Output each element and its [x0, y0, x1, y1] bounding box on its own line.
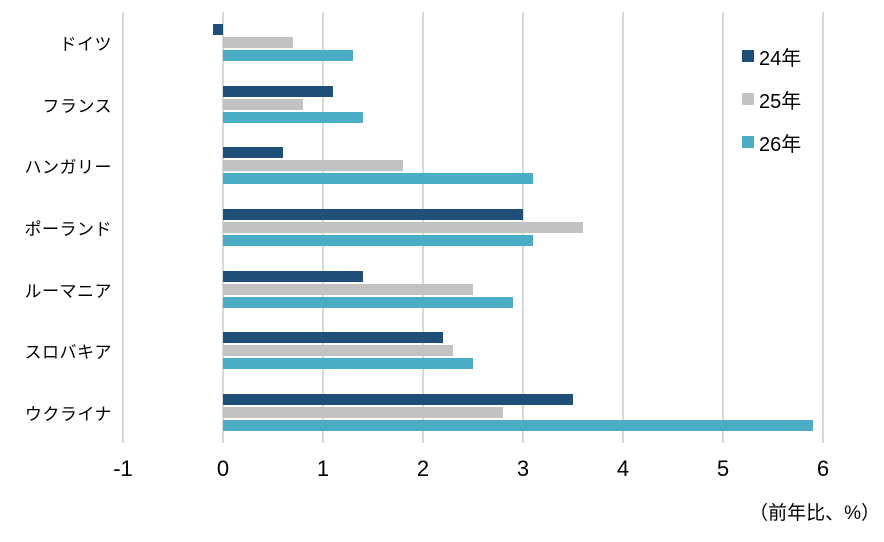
category-label-ハンガリー: ハンガリー [24, 158, 112, 178]
x-tick-label-2: 2 [416, 456, 430, 481]
gridline-4 [622, 12, 624, 443]
bar-26年-スロバキア [223, 358, 473, 370]
bar-26年-ウクライナ [223, 419, 813, 431]
gridline-5 [722, 12, 724, 443]
legend-label: 25年 [759, 90, 802, 113]
gridline--1 [122, 12, 124, 443]
legend-item-25年: 25年 [742, 87, 802, 113]
legend: 24年 25年 26年 [742, 44, 801, 173]
x-tick-label-6: 6 [816, 456, 830, 481]
category-label-フランス: フランス [42, 96, 112, 116]
x-tick-label-0: 0 [216, 456, 230, 481]
category-label-スロバキア: スロバキア [24, 343, 112, 363]
legend-swatch-icon [742, 93, 754, 105]
gridline-6 [822, 12, 824, 443]
bar-25年-ポーランド [223, 222, 583, 233]
category-label-ウクライナ: ウクライナ [24, 404, 112, 424]
bar-26年-フランス [223, 111, 363, 123]
bar-24年-ハンガリー [223, 147, 283, 159]
legend-label: 26年 [759, 133, 802, 156]
bar-24年-ルーマニア [223, 270, 363, 282]
bar-24年-ドイツ [213, 24, 223, 36]
bar-24年-フランス [223, 85, 333, 97]
x-tick-label-5: 5 [716, 456, 730, 481]
legend-label: 24年 [759, 47, 802, 70]
category-label-ルーマニア: ルーマニア [24, 281, 112, 301]
bar-25年-フランス [223, 98, 303, 110]
bar-26年-ルーマニア [223, 296, 513, 308]
axis-unit-label: （前年比、%） [749, 503, 880, 524]
legend-swatch-icon [742, 50, 754, 62]
category-label-ドイツ: ドイツ [59, 35, 112, 55]
bar-25年-ルーマニア [223, 283, 473, 295]
legend-item-26年: 26年 [742, 130, 802, 156]
bar-25年-スロバキア [223, 345, 453, 357]
x-tick-label-3: 3 [516, 456, 530, 481]
bar-24年-ポーランド [223, 209, 523, 220]
bar-25年-ハンガリー [223, 160, 403, 172]
bar-25年-ドイツ [223, 37, 293, 49]
legend-item-24年: 24年 [742, 44, 802, 70]
bar-26年-ハンガリー [223, 173, 533, 185]
bar-24年-ウクライナ [223, 393, 573, 405]
category-label-ポーランド: ポーランド [24, 219, 112, 239]
legend-swatch-icon [742, 136, 754, 148]
bar-26年-ドイツ [223, 50, 353, 62]
bar-24年-スロバキア [223, 332, 443, 344]
x-tick-label-4: 4 [616, 456, 630, 481]
x-tick-label--1: -1 [113, 456, 133, 481]
bar-26年-ポーランド [223, 235, 533, 246]
bar-25年-ウクライナ [223, 406, 503, 418]
x-tick-label-1: 1 [316, 456, 330, 481]
